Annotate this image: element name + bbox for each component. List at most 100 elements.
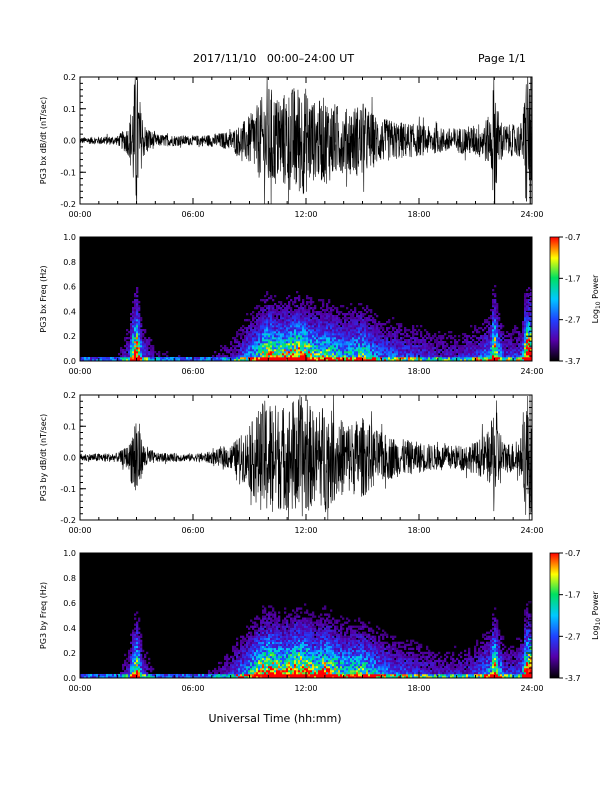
spectrogram-cell (478, 331, 481, 334)
spectrogram-cell (318, 319, 321, 322)
spectrogram-cell (284, 655, 287, 659)
spectrogram-cell (234, 649, 237, 653)
spectrogram-cell (206, 359, 209, 362)
spectrogram-cell (174, 357, 177, 360)
spectrogram-cell (228, 657, 231, 661)
spectrogram-cell (246, 649, 249, 653)
spectrogram-cell (298, 297, 301, 300)
spectrogram-cell (506, 339, 509, 342)
spectrogram-cell (458, 347, 461, 350)
spectrogram-cell (466, 339, 469, 342)
spectrogram-cell (268, 673, 271, 677)
spectrogram-cell (138, 639, 141, 643)
spectrogram-cell (246, 659, 249, 663)
spectrogram-cell (250, 659, 253, 663)
spectrogram-cell (150, 669, 153, 673)
spectrogram-cell (328, 347, 331, 350)
spectrogram-cell (134, 343, 137, 346)
spectrogram-cell (524, 295, 527, 298)
spectrogram-cell (256, 321, 259, 324)
spectrogram-cell (248, 667, 251, 671)
spectrogram-cell (354, 327, 357, 330)
spectrogram-cell (432, 353, 435, 356)
spectrogram-cell (166, 359, 169, 362)
spectrogram-cell (292, 657, 295, 661)
spectrogram-cell (370, 351, 373, 354)
spectrogram-cell (254, 651, 257, 655)
spectrogram-cell (436, 355, 439, 358)
spectrogram-cell (238, 359, 241, 362)
spectrogram-cell (146, 345, 149, 348)
spectrogram-cell (326, 341, 329, 344)
spectrogram-cell (242, 343, 245, 346)
spectrogram-cell (460, 349, 463, 352)
spectrogram-cell (298, 355, 301, 358)
spectrogram-cell (288, 319, 291, 322)
spectrogram-cell (476, 329, 479, 332)
spectrogram-cell (296, 329, 299, 332)
spectrogram-cell (208, 669, 211, 673)
spectrogram-cell (288, 631, 291, 634)
spectrogram-cell (354, 357, 357, 360)
spectrogram-cell (286, 325, 289, 328)
spectrogram-cell (292, 325, 295, 328)
spectrogram-cell (272, 607, 275, 610)
spectrogram-cell (370, 357, 373, 360)
spectrogram-cell (92, 357, 95, 360)
spectrogram-cell (524, 349, 527, 352)
spectrogram-cell (502, 347, 505, 350)
spectrogram-cell (274, 667, 277, 671)
spectrogram-cell (368, 349, 371, 352)
spectrogram-cell (234, 661, 237, 665)
spectrogram-cell (258, 653, 261, 657)
spectrogram-cell (492, 329, 495, 332)
spectrogram-cell (460, 355, 463, 358)
spectrogram-cell (276, 339, 279, 342)
spectrogram-cell (444, 351, 447, 354)
spectrogram-cell (336, 331, 339, 334)
spectrogram-cell (242, 651, 245, 655)
spectrogram-cell (290, 623, 293, 626)
spectrogram-cell (412, 335, 415, 338)
spectrogram-cell (368, 345, 371, 348)
spectrogram-cell (268, 643, 271, 647)
spectrogram-cell (146, 355, 149, 358)
spectrogram-cell (360, 347, 363, 350)
spectrogram-cell (426, 347, 429, 350)
spectrogram-cell (258, 325, 261, 328)
spectrogram-cell (262, 665, 265, 669)
spectrogram-cell (254, 637, 257, 640)
spectrogram-cell (262, 351, 265, 354)
spectrogram-cell (490, 329, 493, 332)
spectrogram-cell (218, 355, 221, 358)
spectrogram-cell (400, 349, 403, 352)
spectrogram-cell (330, 319, 333, 322)
spectrogram-cell (294, 675, 297, 679)
spectrogram-cell (250, 359, 253, 362)
spectrogram-cell (268, 665, 271, 669)
spectrogram-cell (470, 347, 473, 350)
spectrogram-cell (142, 351, 145, 354)
spectrogram-cell (488, 317, 491, 320)
spectrogram-cell (398, 355, 401, 358)
spectrogram-cell (366, 355, 369, 358)
spectrogram-cell (232, 665, 235, 669)
spectrogram-cell (520, 347, 523, 350)
spectrogram-cell (282, 323, 285, 326)
spectrogram-cell (352, 327, 355, 330)
spectrogram-cell (226, 671, 229, 675)
spectrogram-cell (242, 647, 245, 651)
spectrogram-cell (394, 351, 397, 354)
spectrogram-cell (334, 325, 337, 328)
spectrogram-cell (254, 641, 257, 645)
spectrogram-cell (264, 673, 267, 677)
spectrogram-cell (362, 333, 365, 336)
spectrogram-cell (386, 341, 389, 344)
spectrogram-cell (276, 355, 279, 358)
spectrogram-cell (526, 311, 529, 314)
spectrogram-cell (134, 333, 137, 336)
spectrogram-cell (140, 333, 143, 336)
spectrogram-cell (250, 323, 253, 326)
spectrogram-cell (332, 335, 335, 338)
spectrogram-cell (376, 337, 379, 340)
